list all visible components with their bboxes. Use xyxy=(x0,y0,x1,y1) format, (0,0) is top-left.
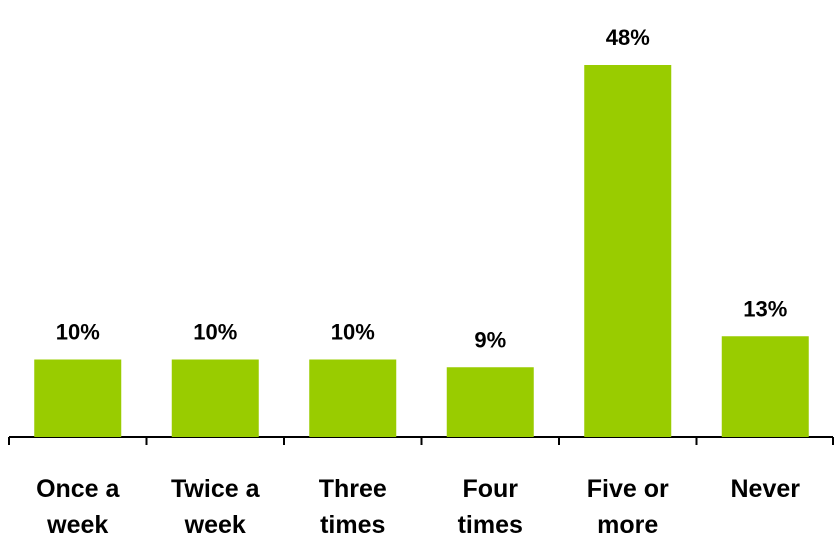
bar-2 xyxy=(309,359,397,437)
data-label-5: 13% xyxy=(743,296,787,321)
bar-5 xyxy=(721,336,809,437)
category-label-5: Never xyxy=(731,475,801,503)
category-label-0: Once a week xyxy=(36,475,120,539)
data-label-3: 9% xyxy=(474,327,506,352)
category-label-1: Twice a week xyxy=(171,475,261,539)
category-label-4: Five or more xyxy=(587,475,669,539)
category-label-3: Four times xyxy=(458,475,523,539)
data-label-4: 48% xyxy=(606,25,650,50)
bar-0 xyxy=(34,359,122,437)
data-label-2: 10% xyxy=(331,320,375,345)
data-label-1: 10% xyxy=(193,320,237,345)
bar-1 xyxy=(171,359,259,437)
bar-3 xyxy=(446,367,534,437)
bar-4 xyxy=(584,65,672,437)
category-label-2: Three times xyxy=(319,475,387,539)
data-label-0: 10% xyxy=(56,320,100,345)
